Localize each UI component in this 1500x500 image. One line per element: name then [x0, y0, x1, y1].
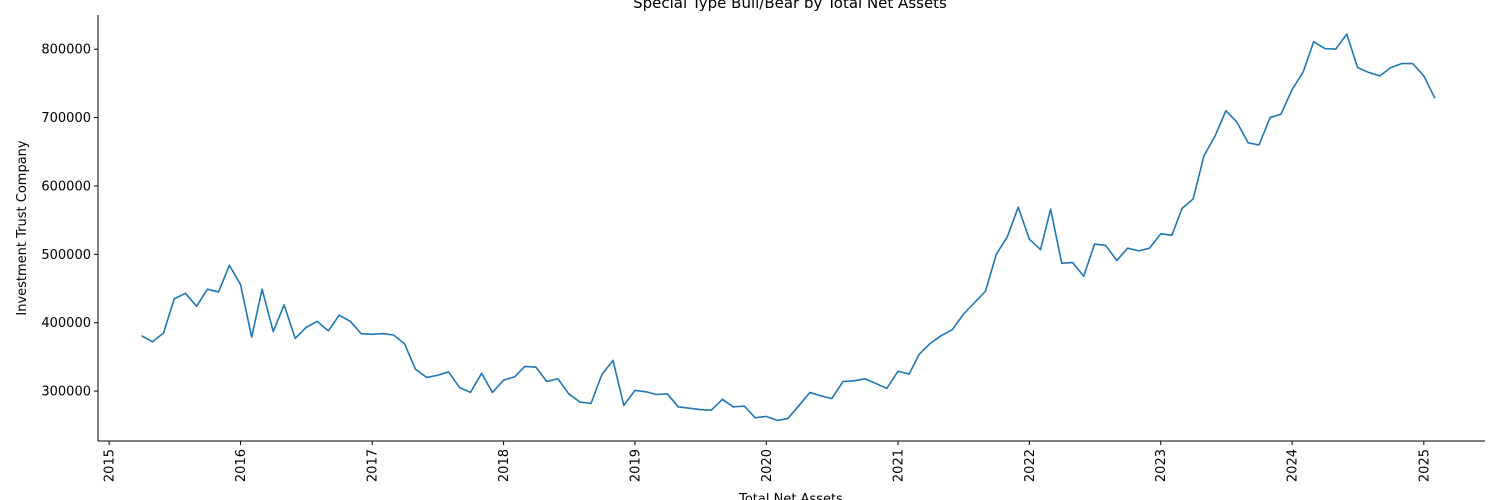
- y-axis: 300000 400000 500000 600000 700000 800000: [41, 43, 98, 400]
- y-tick-label: 400000: [41, 316, 91, 331]
- y-tick-label: 800000: [41, 43, 91, 58]
- x-tick-label: 2025: [1417, 449, 1432, 482]
- x-tick-label: 2019: [628, 449, 643, 482]
- x-tick-label: 2016: [234, 449, 249, 482]
- x-tick-label: 2015: [103, 449, 118, 482]
- x-tick-label: 2022: [1023, 449, 1038, 482]
- x-axis-label: Total Net Assets: [738, 492, 843, 500]
- x-tick-label: 2018: [497, 449, 512, 482]
- x-tick-label: 2021: [892, 449, 907, 482]
- x-axis: 2015 2016 2017 2018 2019 2020 2021 2022 2023 2024…: [103, 441, 1432, 482]
- x-tick-label: 2023: [1154, 449, 1169, 482]
- x-tick-label: 2020: [760, 449, 775, 482]
- y-tick-label: 500000: [41, 248, 91, 263]
- y-tick-label: 300000: [41, 385, 91, 400]
- x-tick-label: 2024: [1286, 449, 1301, 482]
- series-line: [141, 33, 1436, 422]
- y-tick-label: 700000: [41, 111, 91, 126]
- x-tick-label: 2017: [366, 449, 381, 482]
- y-tick-label: 600000: [41, 179, 91, 194]
- chart-title: Special Type Bull/Bear by Total Net Asse…: [633, 0, 947, 12]
- y-axis-label: Investment Trust Company: [15, 140, 30, 316]
